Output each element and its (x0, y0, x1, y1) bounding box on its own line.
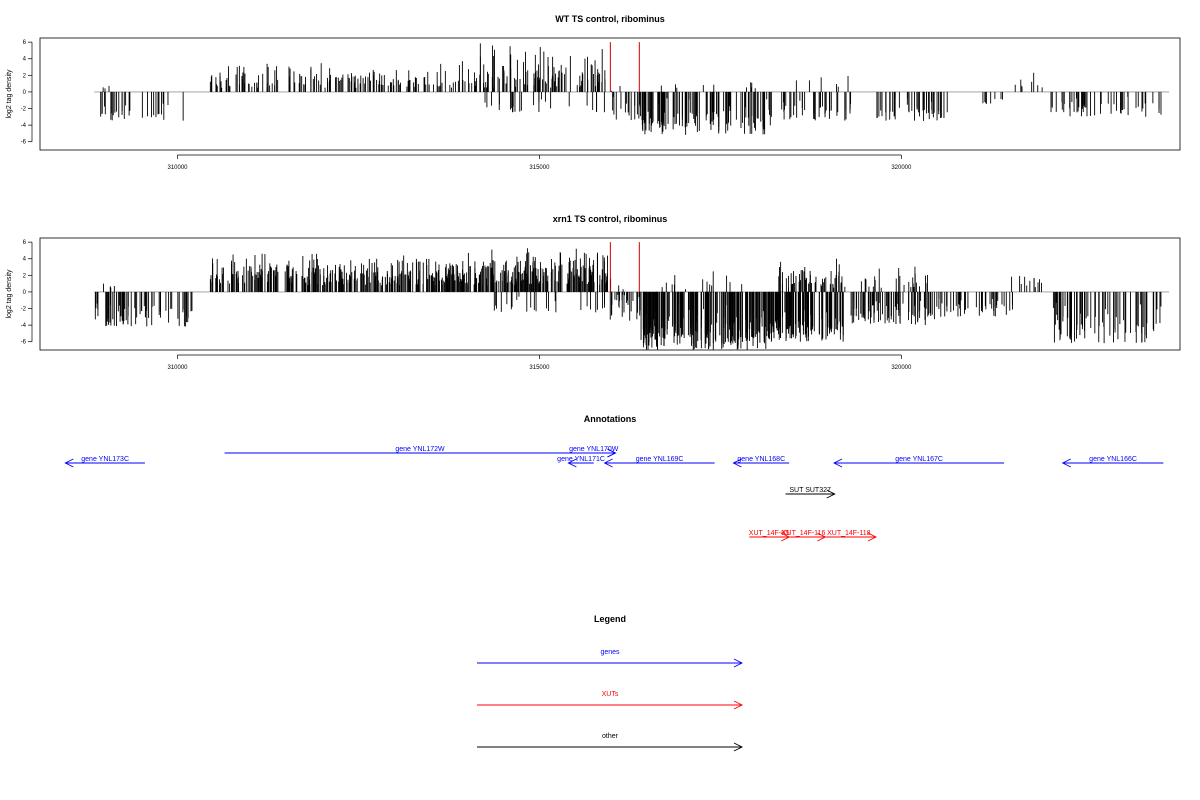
annotation-features: gene YNL173C gene YNL172W gene YNL170W gene… (64, 446, 1164, 542)
y-tick-label: -4 (21, 323, 27, 329)
x-tick-label: 320000 (891, 165, 912, 171)
xrn1-axes: 6 4 2 0 -2 -4 -6 310000 315000 320000 (21, 240, 912, 371)
y-tick-label: 2 (23, 273, 27, 279)
wt-density-panel: WT TS control, ribominus log2 tag densit… (6, 14, 1181, 171)
x-tick-label: 310000 (168, 165, 189, 171)
wt-y-axis-label: log2 tag density (6, 69, 13, 119)
xrn1-y-axis-label: log2 tag density (6, 269, 13, 319)
wt-axes: 6 4 2 0 -2 -4 -6 310000 315000 320000 (21, 40, 912, 171)
feature-arrowhead (867, 532, 878, 542)
xrn1-bars (94, 242, 1170, 350)
y-tick-label: -6 (21, 340, 27, 346)
x-tick-label: 315000 (529, 365, 550, 371)
feature-label: gene YNL168C (737, 456, 785, 463)
feature-label: gene YNL166C (1089, 456, 1137, 463)
wt-panel-title: WT TS control, ribominus (555, 14, 665, 24)
xrn1-plot-frame (39, 237, 1181, 351)
feature-label: gene YNL173C (81, 456, 129, 463)
y-tick-label: -2 (21, 307, 27, 313)
y-tick-label: 4 (23, 257, 27, 263)
annotations-title: Annotations (584, 414, 637, 424)
feature-label: gene YNL170W (569, 446, 619, 453)
feature-arrowhead (833, 458, 843, 468)
y-tick-label: 2 (23, 73, 27, 79)
y-tick-label: -4 (21, 123, 27, 129)
feature-label: gene YNL172W (395, 446, 445, 453)
wt-bars (94, 42, 1170, 135)
feature-label: gene YNL169C (636, 456, 684, 463)
legend-label: XUTs (602, 691, 619, 698)
feature-arrowhead (64, 458, 74, 468)
xrn1-density-panel: xrn1 TS control, ribominus log2 tag dens… (6, 214, 1181, 371)
feature-label: SUT SUT327 (789, 487, 831, 494)
legend-label: other (602, 733, 619, 740)
feature-arrowhead (567, 458, 577, 468)
y-tick-label: 0 (23, 290, 27, 296)
y-tick-label: -6 (21, 140, 27, 146)
legend-items: genes XUTs other (477, 649, 744, 752)
y-tick-label: -2 (21, 107, 27, 113)
x-tick-label: 315000 (529, 165, 550, 171)
feature-label: gene YNL167C (895, 456, 943, 463)
y-tick-label: 4 (23, 57, 27, 63)
legend-arrowhead (733, 658, 744, 668)
feature-label: XUT_14F-116 (782, 530, 826, 537)
y-tick-label: 6 (23, 240, 27, 246)
xrn1-panel-title: xrn1 TS control, ribominus (553, 214, 668, 224)
feature-arrowhead (1061, 458, 1071, 468)
feature-arrowhead (607, 448, 617, 458)
legend-label: genes (600, 649, 620, 656)
legend-title: Legend (594, 614, 626, 624)
y-tick-label: 0 (23, 90, 27, 96)
legend-panel: Legend genes XUTs other (477, 614, 744, 752)
x-tick-label: 310000 (168, 365, 189, 371)
feature-arrowhead (732, 458, 742, 468)
feature-label: XUT_14F-K5 (749, 530, 790, 537)
feature-label: gene YNL171C (557, 456, 605, 463)
feature-arrowhead (603, 458, 613, 468)
x-tick-label: 320000 (891, 365, 912, 371)
legend-arrowhead (733, 700, 744, 710)
wt-plot-frame (39, 37, 1181, 151)
feature-label: XUT_14F-118 (827, 530, 871, 537)
feature-arrowhead (826, 489, 836, 499)
legend-arrowhead (733, 742, 744, 752)
y-tick-label: 6 (23, 40, 27, 46)
